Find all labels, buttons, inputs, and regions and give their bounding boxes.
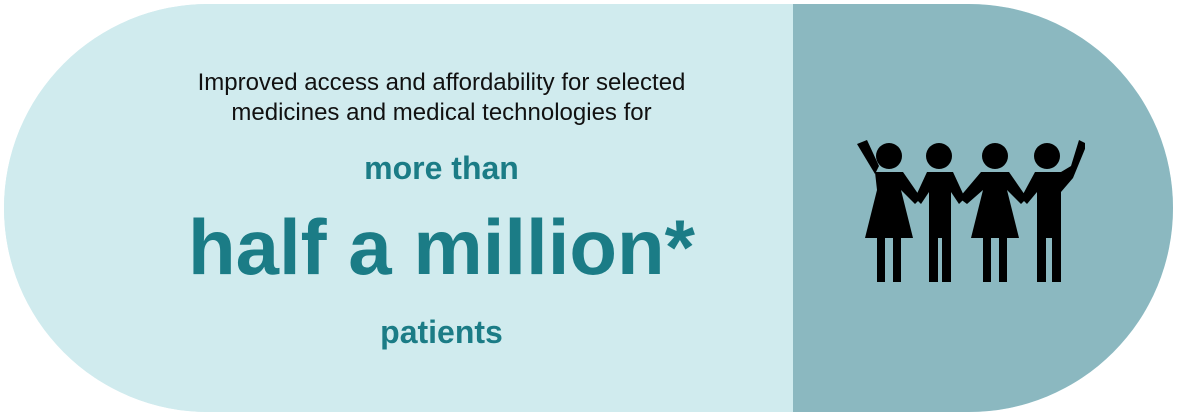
headline-figure: half a million*: [187, 203, 696, 291]
text-panel: Improved access and affordability for se…: [4, 4, 793, 412]
intro-line-1: Improved access and affordability for se…: [197, 69, 686, 96]
text-block: Improved access and affordability for se…: [94, 4, 789, 412]
intro-text: Improved access and affordability for se…: [94, 68, 789, 128]
more-than-label: more than: [364, 150, 519, 186]
pill-banner: Improved access and affordability for se…: [4, 4, 1173, 412]
people-holding-hands-icon: [857, 140, 1085, 282]
intro-line-2: medicines and medical technologies for: [231, 99, 652, 126]
patients-label: patients: [380, 314, 503, 350]
